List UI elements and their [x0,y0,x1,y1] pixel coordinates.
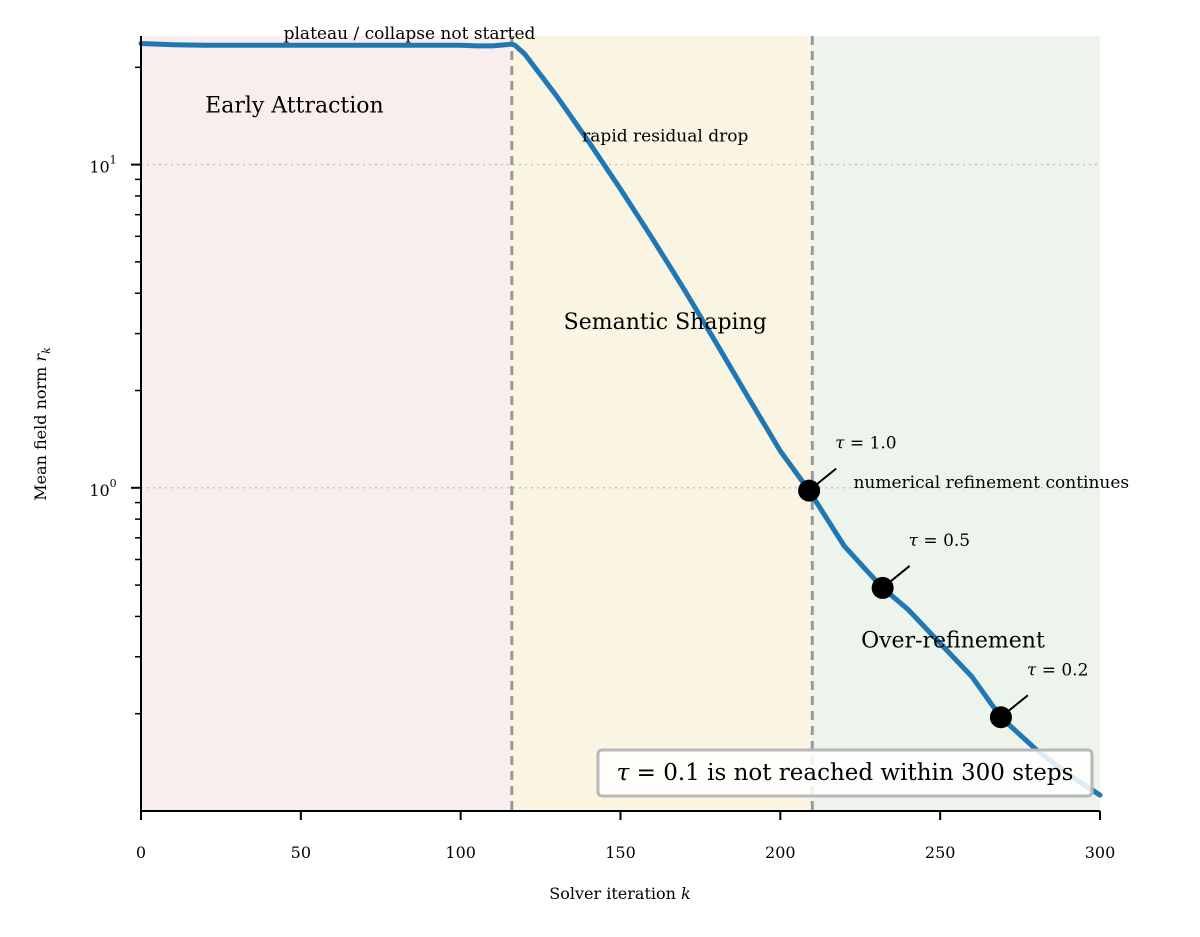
note-box-text: τ = 0.1 is not reached within 300 steps [617,760,1074,786]
tau-marker-label: τ = 1.0 [835,434,897,454]
phase-label: Over-refinement [861,629,1045,654]
y-ticks: 100 101 [89,66,141,715]
note-box-frame [596,748,1094,798]
annotations: Early Attraction Semantic Shaping Over-ref… [205,24,1129,654]
x-tick-label: 0 [136,843,146,862]
x-tick-label: 50 [291,843,311,862]
x-tick-label: 200 [765,843,796,862]
phase-band [511,36,813,811]
x-tick-label: 300 [1085,843,1116,862]
tau-marker-point [989,706,1012,729]
annotation-text: plateau / collapse not started [284,24,536,44]
note-box: τ = 0.1 is not reached within 300 steps [596,748,1094,798]
tau-markers: τ = 1.0 τ = 0.5 τ = 0.2 [798,434,1088,729]
x-tick-label: 100 [445,843,476,862]
series-line [138,41,1103,798]
annotation-text: numerical refinement continues [853,473,1129,493]
grid-lines [141,163,1100,489]
phase-label: Early Attraction [205,93,384,118]
tau-marker-point [871,576,894,599]
tau-marker-label: τ = 0.2 [1027,660,1089,680]
x-ticks: 0 50 100 150 200 250 300 [136,811,1115,862]
marker-leader-line [814,467,837,487]
tau-marker-point [798,479,821,502]
phase-band [141,36,512,811]
x-axis-label: Solver iteration k [549,884,690,903]
x-tick-label: 250 [925,843,956,862]
phase-boundaries [510,36,814,811]
annotation-text: rapid residual drop [582,126,748,146]
tau-marker-label: τ = 0.5 [909,531,971,551]
phase-bands [141,36,1100,811]
x-tick-label: 150 [605,843,636,862]
y-axis-label: Mean field norm rk [31,347,53,501]
phase-band [812,36,1100,811]
y-tick-label: 101 [89,154,116,177]
phase-label: Semantic Shaping [564,310,767,335]
y-tick-label: 100 [89,477,116,500]
marker-leader-line [887,565,911,584]
marker-leader-line [1006,694,1029,714]
series-group [138,41,1103,798]
